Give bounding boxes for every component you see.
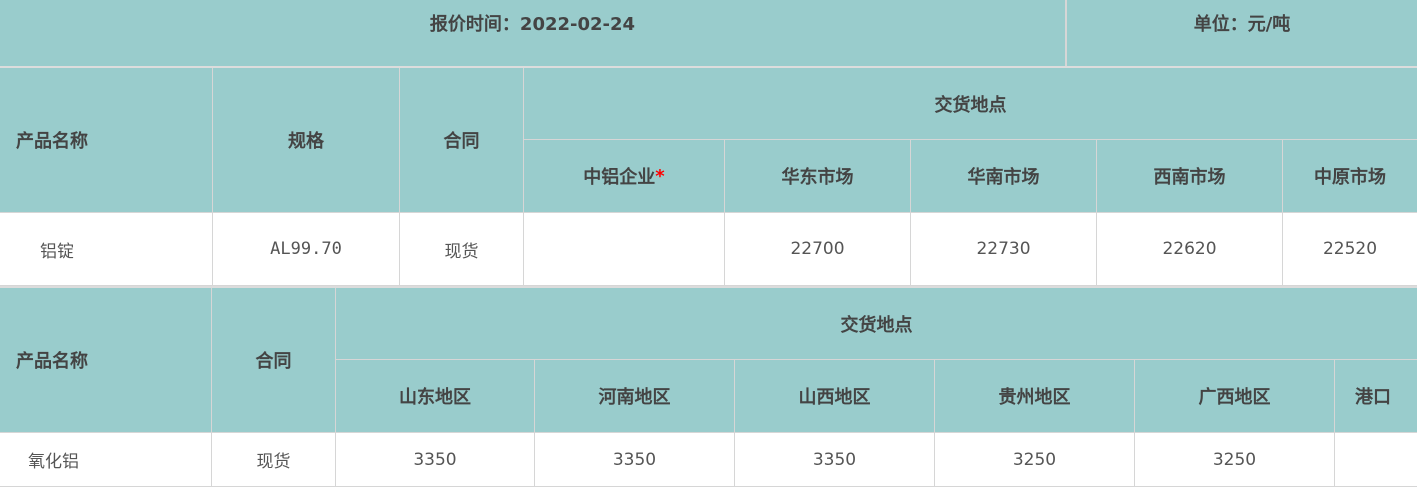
location-header: 山西地区 bbox=[735, 360, 935, 433]
price-cell: 22520 bbox=[1283, 213, 1417, 286]
location-header: 广西地区 bbox=[1135, 360, 1335, 433]
location-header: 河南地区 bbox=[535, 360, 735, 433]
col-header-delivery: 交货地点 bbox=[524, 68, 1417, 140]
col-header-contract: 合同 bbox=[400, 68, 524, 213]
price-cell: 3350 bbox=[735, 433, 935, 487]
location-header: 山东地区 bbox=[336, 360, 535, 433]
price-cell: 22620 bbox=[1097, 213, 1283, 286]
location-header: 西南市场 bbox=[1097, 140, 1283, 213]
col-header-product: 产品名称 bbox=[0, 68, 213, 213]
product-name: 氧化铝 bbox=[0, 433, 212, 487]
unit-label: 单位：元/吨 bbox=[1066, 0, 1417, 66]
price-cell: 3350 bbox=[336, 433, 535, 487]
quote-time: 报价时间：2022-02-24 bbox=[0, 0, 1066, 66]
location-header: 华南市场 bbox=[911, 140, 1097, 213]
price-cell: 22730 bbox=[911, 213, 1097, 286]
col-header-contract: 合同 bbox=[212, 288, 336, 433]
divider bbox=[0, 66, 1417, 68]
location-header: 贵州地区 bbox=[935, 360, 1135, 433]
spec: AL99.70 bbox=[213, 213, 400, 286]
product-name: 铝锭 bbox=[0, 213, 213, 286]
contract: 现货 bbox=[212, 433, 336, 487]
location-header: 中原市场 bbox=[1283, 140, 1417, 213]
price-cell bbox=[524, 213, 725, 286]
required-mark: * bbox=[655, 165, 665, 187]
col-header-delivery: 交货地点 bbox=[336, 288, 1417, 360]
location-header: 华东市场 bbox=[725, 140, 911, 213]
price-cell: 22700 bbox=[725, 213, 911, 286]
location-header: 港口 bbox=[1335, 360, 1417, 433]
price-cell: 3250 bbox=[1135, 433, 1335, 487]
location-label: 中铝企业 bbox=[583, 167, 656, 188]
col-header-spec: 规格 bbox=[213, 68, 400, 213]
contract: 现货 bbox=[400, 213, 524, 286]
location-header: 中铝企业 * bbox=[524, 140, 725, 213]
price-cell: 3350 bbox=[535, 433, 735, 487]
divider bbox=[0, 286, 1417, 288]
price-cell bbox=[1335, 433, 1417, 487]
col-header-product: 产品名称 bbox=[0, 288, 212, 433]
price-cell: 3250 bbox=[935, 433, 1135, 487]
